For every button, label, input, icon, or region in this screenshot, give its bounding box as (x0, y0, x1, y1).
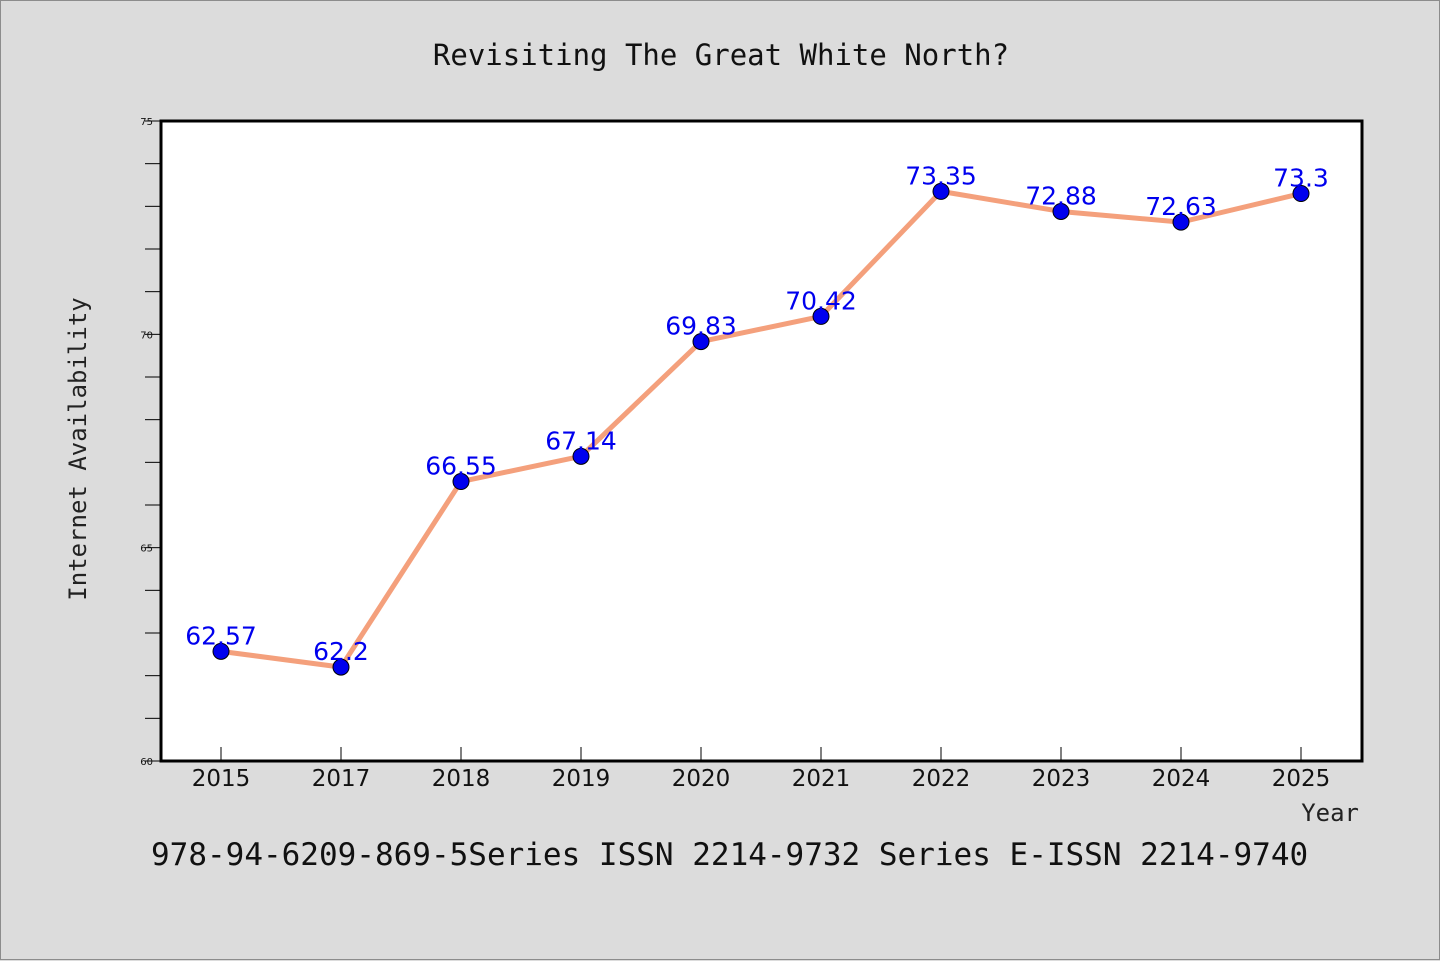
data-label: 73.35 (905, 161, 977, 190)
data-point (212, 642, 230, 660)
x-tick-label: 2025 (1272, 766, 1331, 792)
data-label: 70.42 (785, 286, 857, 315)
x-tick-label: 2021 (792, 766, 851, 792)
y-axis: 60 65 70 75 (140, 117, 161, 768)
data-point (572, 447, 590, 465)
x-tick-label: 2015 (192, 766, 251, 792)
data-label: 62.2 (313, 637, 369, 666)
data-point (452, 473, 470, 491)
data-label: 72.88 (1025, 181, 1097, 210)
y-axis-title: Internet Availability (64, 297, 92, 600)
series-line (218, 188, 1304, 670)
data-point (692, 333, 710, 351)
data-label: 67.14 (545, 426, 617, 455)
data-labels: 62.57 62.2 66.55 67.14 69.83 70.42 73.35 72.88 7… (185, 161, 1329, 666)
chart-title: Revisiting The Great White North? (433, 38, 1009, 72)
x-tick-label: 2022 (912, 766, 971, 792)
x-tick-label: 2020 (672, 766, 731, 792)
x-tick-label: 2023 (1032, 766, 1091, 792)
data-label: 66.55 (425, 452, 497, 481)
data-point (932, 182, 950, 200)
x-tick-label: 2024 (1152, 766, 1211, 792)
data-point (1052, 202, 1070, 220)
y-tick-label: 60 (140, 757, 153, 768)
plot-area (159, 119, 1364, 763)
data-point (332, 658, 350, 676)
data-label: 69.83 (665, 312, 737, 341)
y-tick-label: 65 (140, 544, 153, 555)
footnote-isbn: 978-94-6209-869-5Series ISSN 2214-9732 S… (151, 837, 1308, 873)
x-axis: 2015 2017 2018 2019 2020 2021 2022 2023 2024 2025 (192, 747, 1331, 792)
data-point (812, 307, 830, 325)
x-axis-title: Year (1301, 799, 1359, 827)
series-markers (212, 182, 1310, 676)
data-point (1292, 185, 1310, 203)
x-tick-label: 2017 (312, 766, 371, 792)
x-tick-label: 2018 (432, 766, 491, 792)
data-label: 72.63 (1145, 192, 1217, 221)
x-tick-label: 2019 (552, 766, 611, 792)
data-point (1172, 213, 1190, 231)
y-tick-label: 70 (140, 330, 153, 341)
y-tick-label: 75 (140, 117, 153, 128)
data-label: 73.3 (1273, 164, 1329, 193)
data-label: 62.57 (185, 621, 257, 650)
